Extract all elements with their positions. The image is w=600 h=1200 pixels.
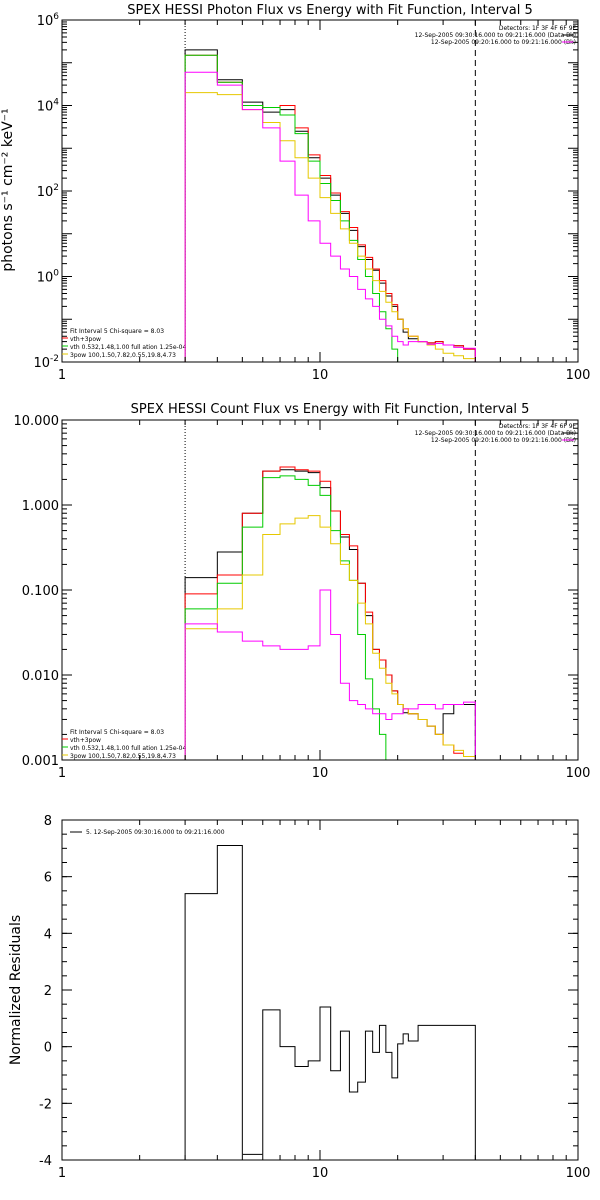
residuals-ylabel: Normalized Residuals xyxy=(8,915,24,1065)
panel-0-series-group xyxy=(184,49,476,362)
panel-2-ytick-label: -4 xyxy=(39,1154,52,1169)
ytick-base: 10 xyxy=(33,356,50,371)
panel-2-ytick-label: 6 xyxy=(44,871,52,886)
ytick-base: 10 xyxy=(37,14,54,29)
panel-1-xtick-label: 100 xyxy=(566,766,591,781)
photon-flux-legend-top-right: Detectors: 1F 3F 4F 6F 9F 12-Sep-2005 09… xyxy=(415,25,577,46)
panel-1-series-group xyxy=(184,466,476,760)
panel-1-ytick-label: 0.010 xyxy=(22,669,59,684)
panel-0-ytick-label: 106 xyxy=(37,12,60,29)
photon-legend-thermal: vth 0.532,1.48,1.00 full ation 1.25e-04 xyxy=(70,344,186,351)
panel-1-xtick-label: 1 xyxy=(58,766,66,781)
panel-0-xtick-label: 10 xyxy=(312,368,329,383)
panel-2-ytick-label: 0 xyxy=(44,1041,52,1056)
panel-1-series-power_law xyxy=(184,515,476,760)
count-legend-thermal: vth 0.532,1.48,1.00 full ation 1.25e-04 xyxy=(70,745,186,752)
count-legend-model: vth+3pow xyxy=(70,737,101,744)
count-legend-bk: 12-Sep-2005 09:20:16.000 to 09:21:16.000… xyxy=(431,437,576,444)
photon-legend-data-bk: 12-Sep-2005 09:30:16.000 to 09:21:16.000… xyxy=(415,32,576,39)
photon-flux-ylabel: photons s⁻¹ cm⁻² keV⁻¹ xyxy=(0,108,16,271)
ytick-base: 10 xyxy=(37,100,54,115)
panel-0-series-thermal xyxy=(184,54,399,362)
panel-1-series-thermal xyxy=(184,475,387,760)
panel-2-ytick-label: 8 xyxy=(44,814,52,829)
photon-flux-legend-bottom-left: Fit Interval 5 Chi-square = 8.03 vth+3po… xyxy=(70,328,186,359)
photon-flux-panel: SPEX HESSI Photon Flux vs Energy with Fi… xyxy=(0,3,591,383)
panel-2-ytick-label: -2 xyxy=(39,1097,52,1112)
panel-2-xtick-label: 1 xyxy=(58,1166,66,1181)
count-legend-data-bk: 12-Sep-2005 09:30:16.000 to 09:21:16.000… xyxy=(415,430,576,437)
panel-0-ytick-label: 104 xyxy=(37,98,60,115)
panel-0-ytick-label: 10-2 xyxy=(33,354,59,371)
panel-0-xtick-label: 1 xyxy=(58,368,66,383)
panel-1-ytick-label: 10.000 xyxy=(14,414,60,429)
panel-2-series-group xyxy=(184,845,476,1160)
ytick-exponent: -2 xyxy=(50,354,59,364)
count-flux-legend-bottom-left: Fit Interval 5 Chi-square = 8.03 vth+3po… xyxy=(70,729,186,760)
panel-2-series-data xyxy=(184,845,476,1160)
panel-0-series-background_spectrum xyxy=(184,71,476,362)
panel-2-ytick-label: 4 xyxy=(44,927,52,942)
ytick-exponent: 0 xyxy=(53,269,59,279)
photon-flux-title: SPEX HESSI Photon Flux vs Energy with Fi… xyxy=(127,3,533,18)
panel-1-ytick-label: 1.000 xyxy=(22,499,59,514)
panel-0-series-power_law xyxy=(184,92,476,362)
photon-legend-powerlaw: 3pow 100,1.50,7.82,0.55,19.8,4.73 xyxy=(70,352,176,359)
panel-2-xtick-label: 10 xyxy=(312,1166,329,1181)
count-flux-panel: SPEX HESSI Count Flux vs Energy with Fit… xyxy=(14,402,591,781)
ytick-exponent: 6 xyxy=(53,12,59,22)
count-legend-fit: Fit Interval 5 Chi-square = 8.03 xyxy=(70,729,164,736)
panel-2-ytick-label: 2 xyxy=(44,984,52,999)
ytick-base: 10 xyxy=(37,271,54,286)
photon-legend-model: vth+3pow xyxy=(70,336,101,343)
ytick-exponent: 2 xyxy=(53,183,59,193)
residuals-legend-text: 5. 12-Sep-2005 09:30:16.000 to 09:21:16.… xyxy=(86,829,225,836)
count-legend-powerlaw: 3pow 100,1.50,7.82,0.55,19.8,4.73 xyxy=(70,753,176,760)
residuals-legend: 5. 12-Sep-2005 09:30:16.000 to 09:21:16.… xyxy=(70,829,225,836)
panel-1-series-background_spectrum xyxy=(184,589,476,760)
photon-legend-bk: 12-Sep-2005 09:20:16.000 to 09:21:16.000… xyxy=(431,39,576,46)
panel-0-series-total_model xyxy=(184,54,476,362)
count-flux-title: SPEX HESSI Count Flux vs Energy with Fit… xyxy=(131,402,530,417)
panel-2-xtick-label: 100 xyxy=(566,1166,591,1181)
count-flux-legend-top-right: Detectors: 1F 3F 4F 6F 9F 12-Sep-2005 09… xyxy=(415,423,577,444)
count-legend-detectors: Detectors: 1F 3F 4F 6F 9F xyxy=(499,423,577,430)
panel-0-ytick-label: 100 xyxy=(37,269,60,286)
panel-1-ytick-label: 0.100 xyxy=(22,584,59,599)
residuals-panel: Normalized Residuals 5. 12-Sep-2005 09:3… xyxy=(8,814,591,1181)
panel-2-axes-box xyxy=(61,819,579,1161)
ytick-exponent: 4 xyxy=(53,98,59,108)
panel-1-ytick-label: 0.001 xyxy=(22,754,59,769)
panel-1-xtick-label: 10 xyxy=(312,766,329,781)
photon-legend-detectors: Detectors: 1F 3F 4F 6F 9F xyxy=(499,25,577,32)
panel-0-ytick-label: 102 xyxy=(37,183,59,200)
ytick-base: 10 xyxy=(37,185,54,200)
photon-legend-fit: Fit Interval 5 Chi-square = 8.03 xyxy=(70,328,164,335)
panel-0-xtick-label: 100 xyxy=(566,368,591,383)
